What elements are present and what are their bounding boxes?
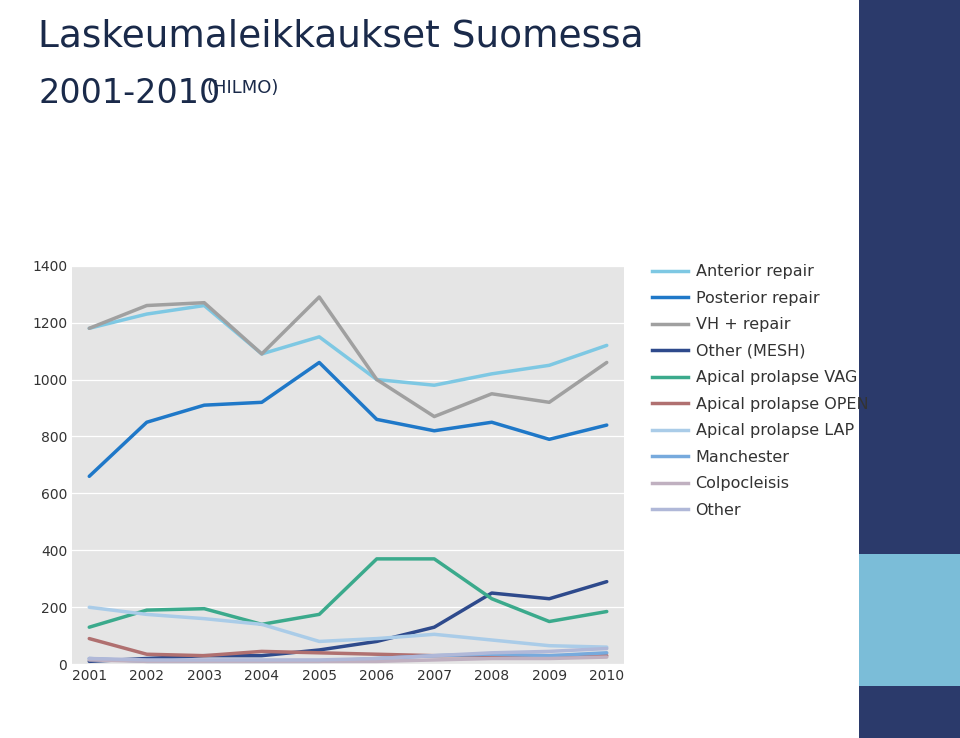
Text: Laskeumaleikkaukset Suomessa: Laskeumaleikkaukset Suomessa [38,18,644,55]
Legend: Anterior repair, Posterior repair, VH + repair, Other (MESH), Apical prolapse VA: Anterior repair, Posterior repair, VH + … [646,258,875,524]
Text: 2001-2010: 2001-2010 [38,77,221,111]
Text: (HILMO): (HILMO) [206,79,278,97]
Bar [859,554,960,686]
